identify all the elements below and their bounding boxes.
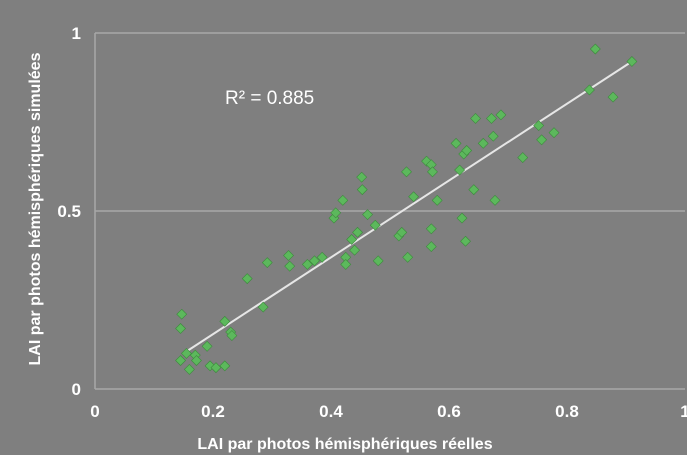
data-point bbox=[396, 226, 408, 238]
data-point bbox=[349, 244, 361, 256]
data-point bbox=[536, 134, 548, 146]
data-point bbox=[487, 130, 499, 142]
x-tick-label: 0.6 bbox=[437, 402, 461, 421]
data-point bbox=[548, 127, 560, 139]
data-point bbox=[431, 194, 443, 206]
data-point bbox=[477, 137, 489, 149]
data-point bbox=[486, 113, 497, 124]
data-point bbox=[460, 235, 471, 247]
y-axis-title: LAI par photos hémisphériques simulées bbox=[27, 52, 44, 365]
data-point bbox=[346, 234, 358, 245]
data-point bbox=[301, 258, 313, 270]
data-point bbox=[408, 191, 420, 203]
data-point bbox=[316, 251, 328, 263]
data-point bbox=[356, 184, 368, 196]
x-tick-label: 0.4 bbox=[319, 402, 343, 421]
data-point bbox=[607, 91, 619, 103]
y-tick-label: 0 bbox=[72, 380, 81, 399]
r-squared-annotation: R² = 0.885 bbox=[225, 88, 314, 109]
data-point bbox=[402, 251, 414, 263]
data-point bbox=[284, 260, 296, 272]
data-point bbox=[283, 250, 294, 261]
data-point bbox=[495, 109, 507, 121]
data-point bbox=[468, 184, 480, 196]
data-point bbox=[175, 323, 186, 334]
data-point bbox=[533, 120, 545, 131]
data-point bbox=[456, 212, 468, 224]
data-point bbox=[210, 362, 222, 374]
data-point bbox=[583, 84, 595, 96]
data-point bbox=[201, 340, 213, 352]
data-point bbox=[241, 273, 253, 285]
data-point bbox=[461, 145, 473, 156]
data-point bbox=[362, 209, 374, 220]
data-points bbox=[175, 43, 638, 375]
data-point bbox=[176, 308, 188, 320]
gridlines bbox=[94, 32, 685, 390]
data-point bbox=[226, 330, 238, 342]
data-point bbox=[175, 355, 186, 366]
x-tick-label: 0.8 bbox=[555, 402, 579, 421]
tick-labels: 0 0.2 0.4 0.6 0.8 1 0 0.5 1 bbox=[57, 24, 687, 421]
x-tick-label: 1 bbox=[680, 402, 687, 421]
data-point bbox=[356, 171, 368, 183]
x-tick-label: 0.2 bbox=[201, 402, 225, 421]
x-axis-title: LAI par photos hémisphériques réelles bbox=[197, 436, 492, 453]
data-point bbox=[330, 207, 342, 219]
data-point bbox=[427, 166, 438, 178]
data-point bbox=[470, 113, 481, 124]
data-point bbox=[372, 255, 384, 267]
data-point bbox=[219, 315, 231, 327]
data-point bbox=[181, 347, 192, 359]
data-point bbox=[340, 258, 352, 270]
data-point bbox=[191, 355, 202, 366]
data-point bbox=[369, 219, 381, 231]
data-point bbox=[425, 223, 437, 235]
data-point bbox=[626, 56, 638, 67]
trendline bbox=[182, 60, 633, 355]
data-point bbox=[261, 257, 273, 269]
data-point bbox=[257, 301, 269, 313]
data-point bbox=[517, 152, 529, 164]
data-point bbox=[425, 241, 437, 253]
data-point bbox=[450, 137, 462, 149]
data-point bbox=[489, 194, 501, 206]
x-tick-label: 0 bbox=[90, 402, 99, 421]
data-point bbox=[309, 255, 320, 267]
data-point bbox=[219, 360, 231, 372]
data-point bbox=[401, 166, 412, 178]
data-point bbox=[454, 164, 466, 176]
data-point bbox=[352, 226, 363, 238]
data-point bbox=[183, 363, 195, 375]
data-point bbox=[589, 43, 601, 55]
y-tick-label: 1 bbox=[72, 24, 81, 43]
y-tick-label: 0.5 bbox=[57, 202, 81, 221]
data-point bbox=[337, 194, 349, 206]
